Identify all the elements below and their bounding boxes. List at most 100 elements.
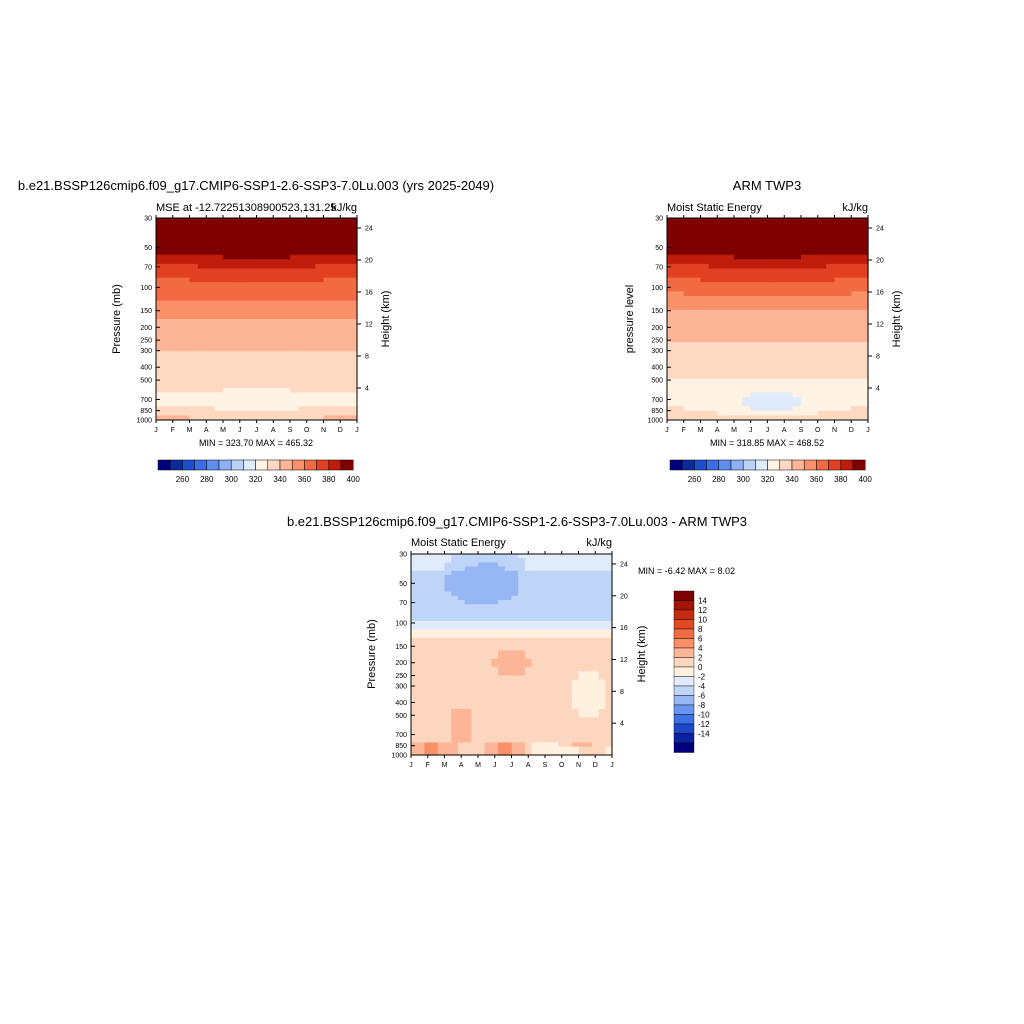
contour-cell bbox=[464, 566, 472, 572]
contour-cell bbox=[605, 650, 613, 656]
contour-cell bbox=[424, 595, 432, 601]
contour-cell bbox=[524, 637, 533, 643]
contour-cell bbox=[491, 558, 499, 563]
contour-cell bbox=[206, 378, 216, 384]
contour-cell bbox=[784, 319, 794, 325]
contour-cell bbox=[431, 717, 439, 723]
contour-cell bbox=[524, 621, 533, 626]
contour-cell bbox=[504, 621, 513, 626]
contour-cell bbox=[417, 692, 425, 697]
contour-cell bbox=[290, 355, 299, 361]
contour-cell bbox=[775, 240, 785, 247]
contour-cell bbox=[725, 309, 735, 316]
contour-cell bbox=[348, 245, 358, 251]
contour-cell bbox=[197, 332, 207, 338]
contour-cell bbox=[504, 692, 513, 697]
contour-cell bbox=[759, 245, 769, 251]
contour-cell bbox=[578, 566, 586, 572]
contour-cell bbox=[826, 286, 836, 293]
contour-cell bbox=[197, 268, 207, 274]
contour-cell bbox=[545, 708, 553, 714]
contour-cell bbox=[504, 746, 513, 752]
contour-cell bbox=[323, 240, 333, 247]
contour-cell bbox=[565, 591, 573, 597]
contour-plot bbox=[156, 218, 358, 421]
contour-cell bbox=[518, 717, 526, 723]
contour-cell bbox=[498, 679, 506, 685]
contour-cell bbox=[164, 273, 174, 279]
contour-cell bbox=[511, 734, 519, 739]
contour-cell bbox=[189, 277, 199, 283]
contour-cell bbox=[172, 314, 182, 320]
contour-cell bbox=[498, 604, 506, 610]
contour-cell bbox=[290, 369, 299, 375]
contour-cell bbox=[256, 383, 266, 389]
contour-cell bbox=[518, 604, 526, 610]
contour-cell bbox=[591, 662, 600, 668]
contour-cell bbox=[834, 277, 844, 283]
colorbar: 260 280 300 320 340 360 380 400 bbox=[669, 459, 872, 484]
contour-cell bbox=[164, 245, 174, 251]
contour-cell bbox=[248, 277, 258, 283]
contour-cell bbox=[214, 383, 224, 389]
contour-cell bbox=[742, 319, 752, 325]
contour-cell bbox=[667, 374, 676, 380]
contour-cell bbox=[181, 254, 191, 260]
contour-cell bbox=[431, 750, 439, 756]
y-tick-label: 500 bbox=[651, 378, 663, 385]
contour-cell bbox=[842, 300, 852, 306]
contour-cell bbox=[223, 309, 232, 316]
contour-cell bbox=[484, 641, 492, 647]
contour-cell bbox=[809, 231, 819, 237]
contour-cell bbox=[444, 650, 452, 656]
contour-cell bbox=[750, 309, 760, 316]
contour-cell bbox=[214, 410, 224, 417]
contour-cell bbox=[809, 341, 819, 348]
contour-cell bbox=[801, 410, 810, 417]
contour-cell bbox=[424, 717, 432, 723]
contour-cell bbox=[692, 314, 702, 320]
contour-cell bbox=[591, 717, 600, 723]
contour-cell bbox=[792, 277, 802, 283]
contour-cell bbox=[792, 319, 802, 325]
colorbar-swatch bbox=[267, 459, 281, 471]
contour-cell bbox=[471, 621, 479, 626]
contour-cell bbox=[156, 277, 165, 283]
contour-cell bbox=[708, 387, 718, 394]
contour-cell bbox=[315, 323, 325, 329]
contour-cell bbox=[306, 369, 316, 375]
contour-cell bbox=[464, 679, 472, 685]
contour-cell bbox=[444, 574, 452, 580]
contour-cell bbox=[197, 259, 207, 265]
contour-cell bbox=[675, 273, 685, 279]
y-tick-label: 70 bbox=[399, 600, 407, 607]
contour-cell bbox=[518, 641, 526, 647]
contour-cell bbox=[518, 708, 526, 714]
contour-cell bbox=[189, 364, 199, 371]
contour-cell bbox=[558, 579, 566, 584]
contour-cell bbox=[667, 328, 676, 334]
contour-cell bbox=[725, 383, 735, 389]
contour-cell bbox=[578, 679, 586, 685]
contour-cell bbox=[478, 658, 486, 664]
contour-cell bbox=[444, 570, 452, 576]
contour-cell bbox=[491, 671, 499, 677]
contour-cell bbox=[692, 360, 702, 366]
contour-cell bbox=[558, 558, 566, 563]
contour-cell bbox=[675, 305, 685, 311]
contour-cell bbox=[675, 355, 685, 361]
contour-cell bbox=[484, 683, 492, 689]
contour-cell bbox=[273, 387, 283, 394]
contour-cell bbox=[306, 337, 316, 343]
contour-cell bbox=[692, 346, 702, 352]
contour-cell bbox=[239, 392, 249, 398]
contour-cell bbox=[531, 621, 539, 626]
contour-cell bbox=[484, 646, 492, 651]
contour-cell bbox=[851, 415, 861, 421]
contour-cell bbox=[504, 583, 513, 589]
contour-cell bbox=[524, 583, 533, 589]
contour-cell bbox=[545, 704, 553, 710]
contour-cell bbox=[775, 314, 785, 320]
contour-cell bbox=[531, 583, 539, 589]
contour-cell bbox=[717, 374, 727, 380]
